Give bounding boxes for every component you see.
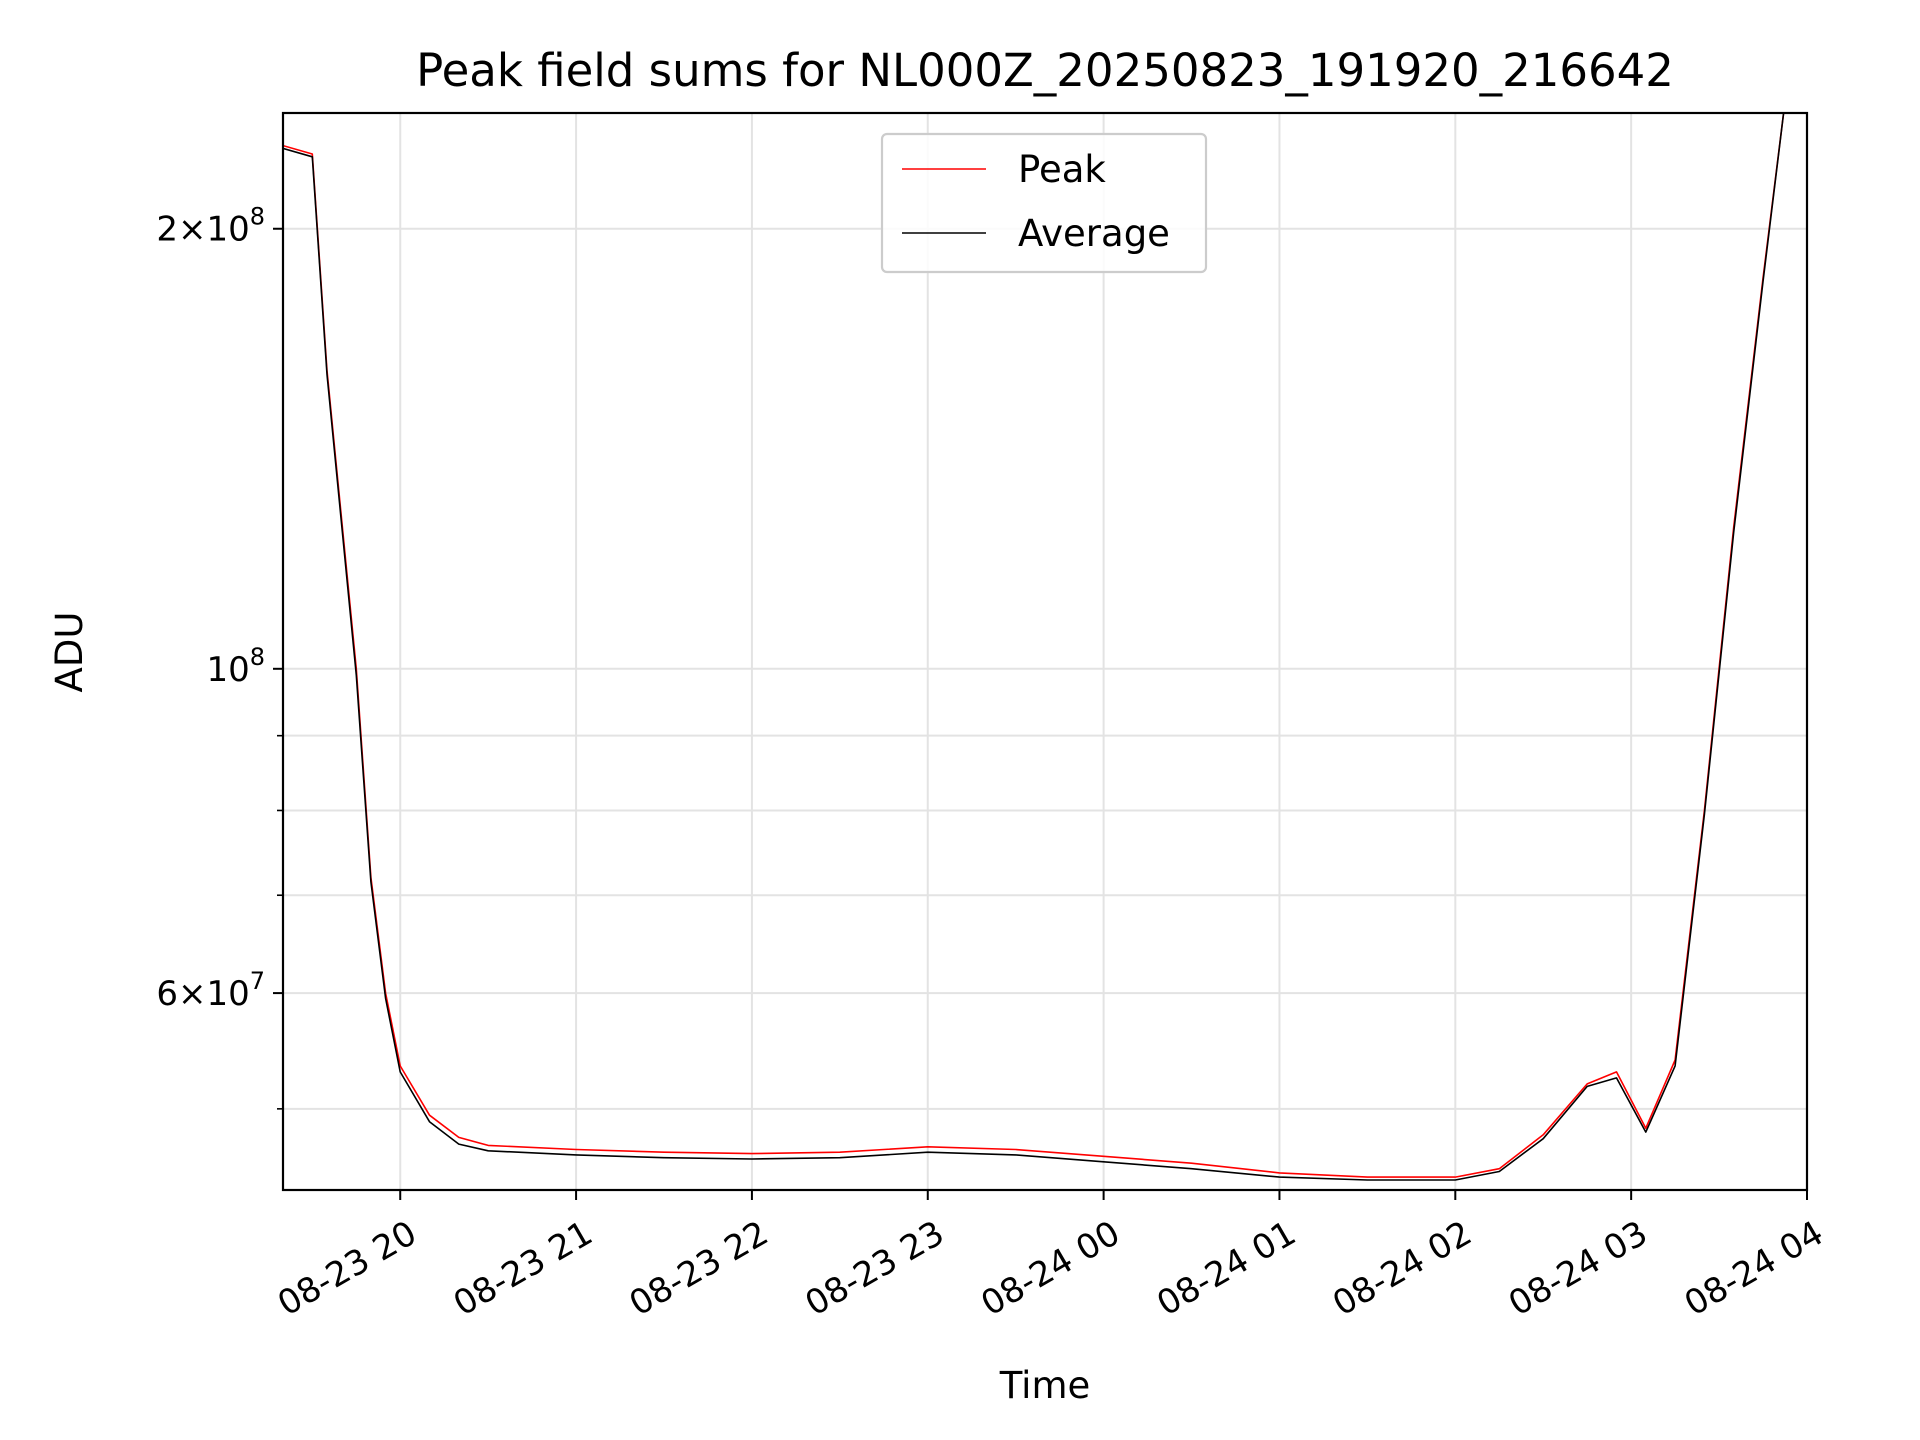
x-tick-label: 08-24 00: [974, 1213, 1126, 1324]
grid: [283, 113, 1808, 1190]
y-tick-base: 10: [206, 650, 249, 690]
y-tick-base: 10: [206, 210, 249, 250]
y-tick-base: 10: [206, 974, 249, 1014]
y-tick-label: 6×107: [156, 967, 265, 1014]
y-tick-exponent: 8: [250, 203, 265, 231]
y-tick-exponent: 8: [250, 643, 265, 671]
y-tick-mantissa: 2: [156, 210, 178, 250]
series-line-average: [283, 113, 1785, 1181]
x-tick-label: 08-23 22: [623, 1213, 775, 1324]
plot-area: [283, 113, 1785, 1181]
x-tick-label: 08-24 02: [1326, 1213, 1478, 1324]
x-axis: 08-23 20 08-23 21 08-23 22 08-23 23 08-24 00…: [271, 1190, 1830, 1324]
x-tick-label: 08-23 20: [271, 1213, 423, 1324]
legend-peak-label: Peak: [1018, 148, 1106, 191]
chart-title: Peak field sums for NL000Z_20250823_1919…: [416, 44, 1674, 97]
x-tick-label: 08-24 01: [1150, 1213, 1302, 1324]
axes-frame: [281, 111, 1809, 1192]
y-tick-mantissa: 6: [156, 974, 178, 1014]
legend: Peak Average: [880, 132, 1208, 274]
y-tick-label: 2×108: [156, 203, 265, 250]
y-axis-label: ADU: [48, 612, 91, 693]
y-tick-exponent: 7: [250, 967, 265, 995]
legend-average-label: Average: [1018, 212, 1170, 255]
x-tick-label: 08-23 21: [447, 1213, 599, 1324]
x-tick-label: 08-24 04: [1678, 1213, 1830, 1324]
x-tick-label: 08-23 23: [799, 1213, 951, 1324]
x-tick-label: 08-24 03: [1502, 1213, 1654, 1324]
x-axis-label: Time: [999, 1364, 1091, 1407]
y-tick-times: ×: [178, 974, 207, 1014]
y-tick-label: 108: [206, 643, 265, 690]
y-tick-times: ×: [178, 210, 207, 250]
